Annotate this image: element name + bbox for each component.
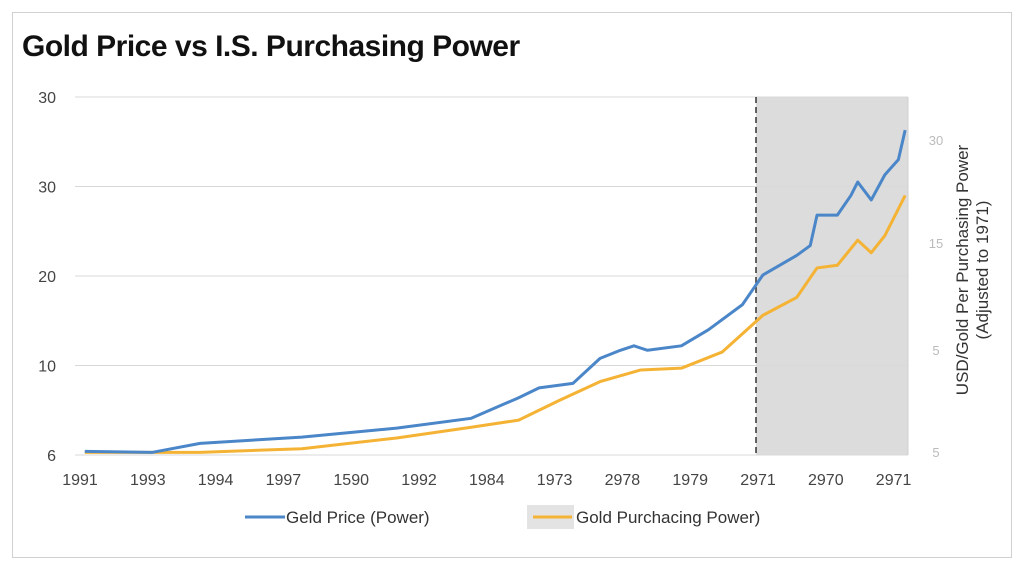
y-tick-label: 6	[47, 448, 56, 465]
x-tick-label: 1992	[401, 472, 437, 489]
y2-label-line: (Adjusted to 1971)	[973, 201, 992, 340]
legend-label-gold-price: Geld Price (Power)	[286, 508, 430, 527]
series-line-purchasing-power	[84, 194, 907, 454]
y2-tick-label: 15	[929, 236, 943, 251]
legend-label-purchasing-power: Gold Purchacing Power)	[576, 508, 760, 527]
y2-axis-label: USD/Gold Per Purchasing Power (Adjusted t…	[953, 144, 992, 395]
x-tick-label: 1997	[266, 472, 302, 489]
x-tick-label: 2970	[808, 472, 844, 489]
x-tick-label: 1991	[62, 472, 98, 489]
y2-tick-label: 30	[929, 133, 943, 148]
x-tick-label: 1590	[333, 472, 369, 489]
chart-frame	[12, 12, 1012, 558]
y2-tick-label: 5	[932, 343, 939, 358]
series-line-gold-price	[84, 129, 907, 454]
chart-title: Gold Price vs I.S. Purchasing Power	[22, 30, 520, 63]
x-tick-label: 1994	[198, 472, 234, 489]
x-tick-label: 1979	[672, 472, 708, 489]
y-tick-label: 20	[38, 269, 56, 286]
y2-label-line: USD/Gold Per Purchasing Power	[953, 144, 972, 395]
y2-tick-label: 5	[932, 445, 939, 460]
y-tick-label: 30	[38, 180, 56, 197]
x-tick-label: 2978	[605, 472, 641, 489]
x-tick-label: 1984	[469, 472, 505, 489]
x-tick-label: 2971	[876, 472, 912, 489]
x-tick-label: 1973	[537, 472, 573, 489]
x-tick-label: 1993	[130, 472, 166, 489]
y-tick-label: 10	[38, 359, 56, 376]
x-tick-label: 2971	[740, 472, 776, 489]
y-tick-label: 30	[38, 90, 56, 107]
